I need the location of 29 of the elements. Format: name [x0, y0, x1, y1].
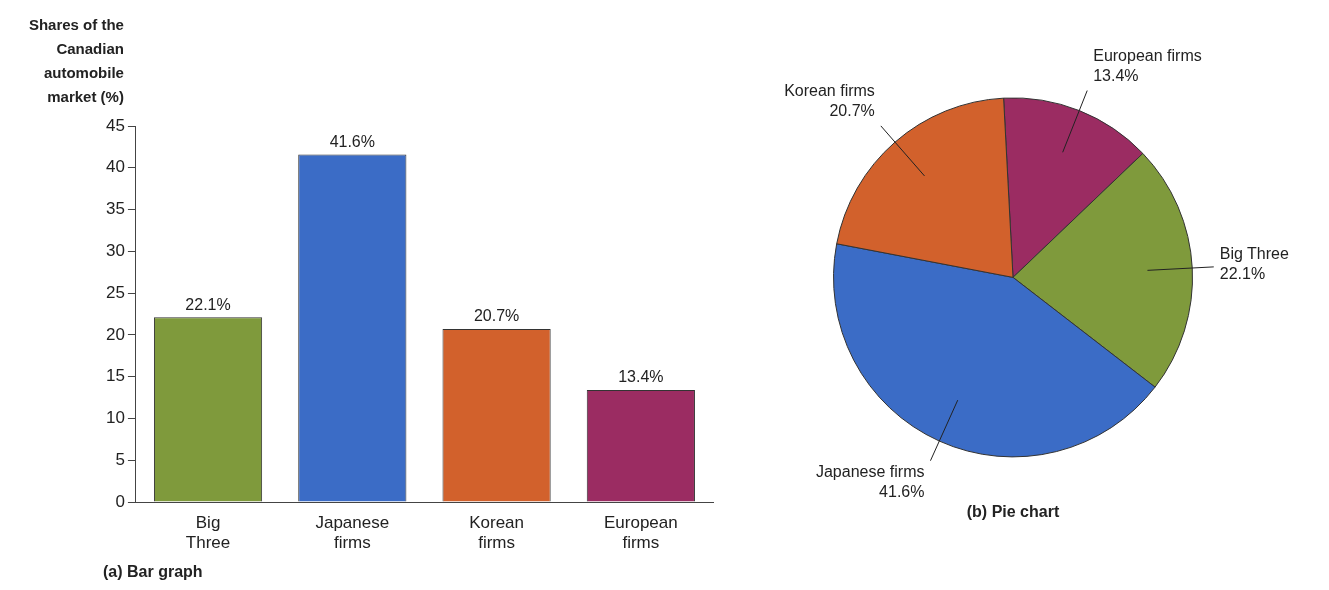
data-label: 20.7%: [829, 102, 875, 120]
y-axis-title: Shares of the Canadian automobile market (%): [28, 15, 124, 105]
slice-label: Korean firms: [784, 82, 875, 100]
y-tick-label: 40: [105, 157, 125, 177]
slice-label: Japanese firms: [815, 463, 925, 481]
text: (a) Bar graph: [103, 562, 203, 580]
data-label: 22.1%: [1219, 265, 1266, 283]
slice-label: Big Three: [1219, 245, 1289, 263]
y-tick-label: 10: [105, 408, 125, 428]
data-label: 41.6%: [879, 483, 925, 501]
x-tick-label: Korean firms: [469, 512, 525, 553]
y-tick-label: 15: [105, 366, 125, 386]
data-label: 13.4%: [618, 368, 664, 386]
data-label: 13.4%: [1093, 66, 1139, 84]
y-tick-label: 35: [105, 199, 125, 219]
y-tick-label: 25: [105, 282, 125, 302]
x-tick-label: European firms: [604, 512, 678, 553]
y-tick-label: 20: [105, 324, 125, 344]
text: (b) Pie chart: [966, 502, 1060, 520]
x-tick-label: Japanese firms: [315, 512, 390, 553]
data-label: 41.6%: [329, 132, 376, 150]
y-tick-label: 5: [115, 449, 125, 469]
y-tick-label: 30: [105, 241, 125, 261]
y-tick-label: 0: [115, 491, 125, 511]
x-tick-label: Big Three: [185, 512, 231, 553]
y-tick-label: 45: [105, 115, 125, 135]
slice-label: European firms: [1093, 46, 1202, 64]
data-label: 20.7%: [473, 307, 520, 325]
data-label: 22.1%: [185, 295, 231, 313]
